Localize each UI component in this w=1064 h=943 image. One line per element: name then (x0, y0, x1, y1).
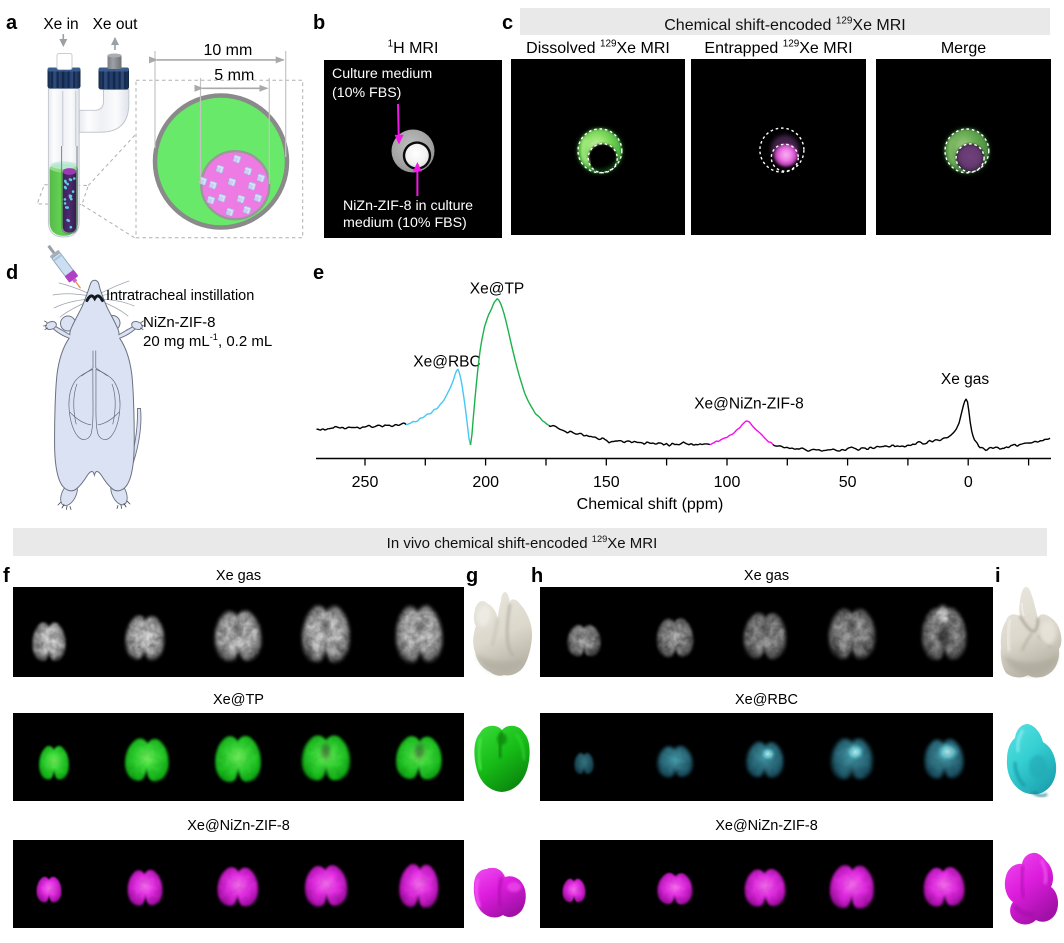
svg-text:0: 0 (964, 474, 973, 491)
svg-text:250: 250 (352, 474, 379, 491)
svg-text:NiZn-ZIF-8 in culture: NiZn-ZIF-8 in culture (343, 198, 473, 214)
svg-text:Xe gas: Xe gas (941, 371, 990, 388)
svg-text:50: 50 (839, 474, 857, 491)
svg-text:medium (10% FBS): medium (10% FBS) (343, 215, 467, 231)
svg-text:100: 100 (714, 474, 741, 491)
svg-text:Xe in: Xe in (43, 16, 78, 33)
svg-text:150: 150 (593, 474, 620, 491)
svg-text:200: 200 (472, 474, 499, 491)
svg-text:10 mm: 10 mm (203, 42, 252, 59)
svg-text:Xe@NiZn-ZIF-8: Xe@NiZn-ZIF-8 (694, 396, 804, 413)
svg-text:Xe@TP: Xe@TP (470, 281, 525, 298)
svg-text:Xe out: Xe out (93, 16, 139, 33)
svg-text:Xe@RBC: Xe@RBC (413, 354, 480, 371)
svg-text:5 mm: 5 mm (214, 67, 254, 84)
svg-text:Chemical shift (ppm): Chemical shift (ppm) (577, 496, 724, 513)
svg-text:Culture medium: Culture medium (332, 66, 432, 82)
svg-text:(10% FBS): (10% FBS) (332, 85, 401, 101)
